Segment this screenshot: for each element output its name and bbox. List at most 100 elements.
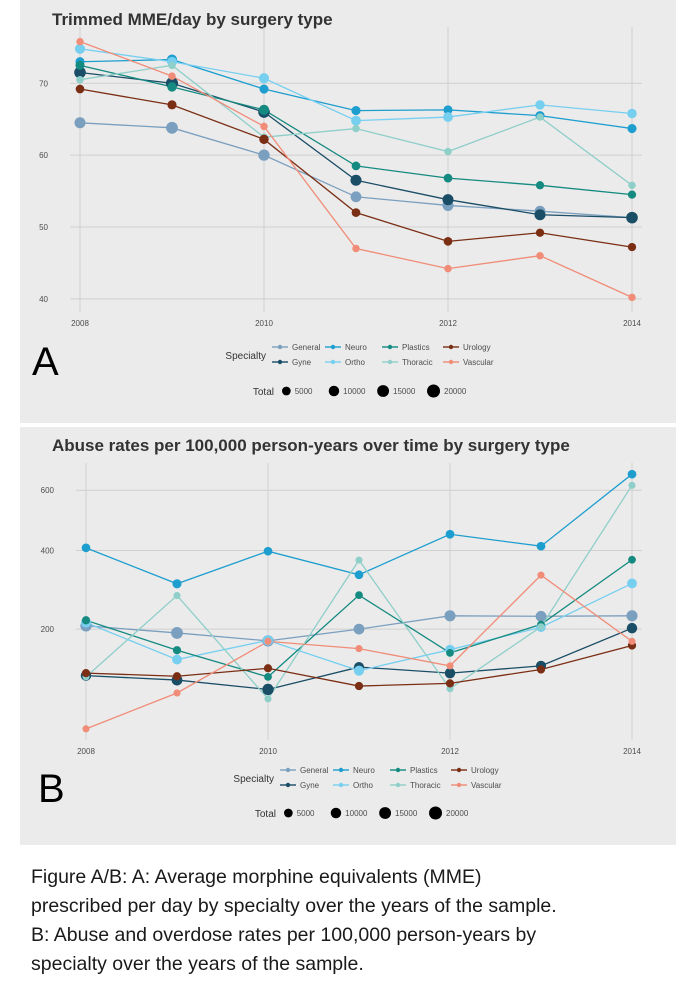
data-point-urology xyxy=(354,681,364,691)
data-point-vascular xyxy=(76,37,84,46)
data-point-plastics xyxy=(167,82,177,92)
legend-label-plastics: Plastics xyxy=(410,766,438,775)
legend-key-dot-thoracic xyxy=(395,782,401,788)
data-point-vascular xyxy=(536,251,544,260)
data-point-plastics xyxy=(75,60,85,70)
series-points xyxy=(74,37,638,302)
data-point-gyne xyxy=(534,209,546,221)
figure-caption: Figure A/B: A: Average morphine equivale… xyxy=(31,863,671,979)
legend-label-neuro: Neuro xyxy=(353,766,375,775)
legend-label-neuro: Neuro xyxy=(345,343,367,352)
data-point-urology xyxy=(75,84,85,94)
chart-a-title: Trimmed MME/day by surgery type xyxy=(52,10,333,29)
data-point-neuro xyxy=(536,541,546,551)
legend-label-urology: Urology xyxy=(471,766,499,775)
data-point-ortho xyxy=(443,112,453,122)
data-point-thoracic xyxy=(628,181,636,190)
size-legend-dot xyxy=(379,807,392,819)
data-point-thoracic xyxy=(628,481,636,489)
legend-label-ortho: Ortho xyxy=(345,358,366,367)
data-point-ortho xyxy=(627,108,637,119)
data-point-plastics xyxy=(355,591,363,600)
chart-b-title: Abuse rates per 100,000 person-years ove… xyxy=(52,436,570,455)
data-point-urology xyxy=(263,664,273,673)
chart-b-svg: 2008 2010 2012 2014 200 400 600 Specialty Genera… xyxy=(41,463,642,820)
data-point-ortho xyxy=(258,73,270,84)
data-point-neuro xyxy=(259,84,269,94)
legend-key-dot-neuro xyxy=(330,344,336,350)
legend-key-dot-ortho xyxy=(330,359,336,365)
chart-a-svg: 2008 2010 2012 2014 40 50 60 70 Specialty General… xyxy=(39,27,642,398)
gridlines xyxy=(70,27,642,312)
legend-key-dot-general xyxy=(277,344,283,350)
data-point-plastics xyxy=(264,673,272,681)
data-point-urology xyxy=(536,665,546,674)
size-legend-label: 10000 xyxy=(345,809,368,818)
data-point-plastics xyxy=(446,649,454,657)
legend-key-dot-urology xyxy=(448,344,454,350)
data-point-vascular xyxy=(628,637,636,645)
data-point-neuro xyxy=(627,469,637,479)
data-point-ortho xyxy=(74,43,86,54)
data-point-urology xyxy=(172,672,182,681)
legend-key-dot-vascular xyxy=(448,359,454,365)
data-point-thoracic xyxy=(355,556,363,564)
data-point-vascular xyxy=(82,725,90,733)
panel-b-label: B xyxy=(38,767,65,811)
legend-key-dot-gyne xyxy=(277,359,283,365)
size-legend-label: 20000 xyxy=(446,809,469,818)
data-point-general xyxy=(171,627,183,639)
data-point-thoracic xyxy=(352,124,360,133)
x-tick-label: 2008 xyxy=(77,747,95,756)
size-legend-label: 10000 xyxy=(343,387,366,396)
panel-a-label: A xyxy=(32,340,59,384)
legend-label-general: General xyxy=(300,766,329,775)
data-point-neuro xyxy=(81,543,91,553)
data-point-ortho xyxy=(351,115,361,126)
data-point-urology xyxy=(445,679,455,688)
y-tick-label: 60 xyxy=(39,151,48,160)
x-tick-label: 2012 xyxy=(439,319,457,328)
data-point-general xyxy=(353,623,365,635)
data-point-vascular xyxy=(355,645,363,653)
data-point-thoracic xyxy=(536,113,544,121)
data-point-gyne xyxy=(74,66,86,79)
data-point-gyne xyxy=(262,683,274,696)
data-point-general xyxy=(535,610,547,622)
y-tick-label: 70 xyxy=(39,79,48,88)
legend-key-dot-gyne xyxy=(285,782,291,788)
x-tick-label: 2014 xyxy=(623,747,641,756)
legend-label-general: General xyxy=(292,343,321,352)
data-point-ortho xyxy=(535,100,545,110)
legend-key-dot-thoracic xyxy=(387,359,393,365)
data-point-plastics xyxy=(81,616,91,625)
data-point-neuro xyxy=(627,123,637,134)
data-point-thoracic xyxy=(264,695,272,703)
data-point-urology xyxy=(81,668,91,678)
data-point-gyne xyxy=(626,211,638,224)
legend-label-vascular: Vascular xyxy=(463,358,494,367)
legend-key-dot-neuro xyxy=(338,767,344,773)
data-point-vascular xyxy=(446,662,454,670)
series-points xyxy=(80,469,638,733)
data-point-neuro xyxy=(172,579,182,589)
chart-panel-a: Trimmed MME/day by surgery type 2008 2010… xyxy=(20,0,676,423)
data-point-plastics xyxy=(172,646,182,655)
y-tick-label: 600 xyxy=(41,486,55,495)
data-point-plastics xyxy=(627,190,637,199)
series-lines xyxy=(85,473,633,730)
data-point-vascular xyxy=(537,571,545,579)
data-point-general xyxy=(444,610,456,622)
chart-panel-b: Abuse rates per 100,000 person-years ove… xyxy=(20,427,676,845)
size-legend-label: 15000 xyxy=(395,809,418,818)
data-point-general xyxy=(258,149,270,161)
size-legend-title: Total xyxy=(255,809,276,820)
legend-key-dot-vascular xyxy=(456,782,462,788)
data-point-vascular xyxy=(264,637,272,645)
data-point-ortho xyxy=(627,578,637,589)
x-tick-label: 2012 xyxy=(441,747,459,756)
size-legend-dot xyxy=(429,806,443,820)
data-point-plastics xyxy=(443,173,453,183)
data-point-thoracic xyxy=(173,592,181,600)
data-point-urology xyxy=(535,228,545,237)
